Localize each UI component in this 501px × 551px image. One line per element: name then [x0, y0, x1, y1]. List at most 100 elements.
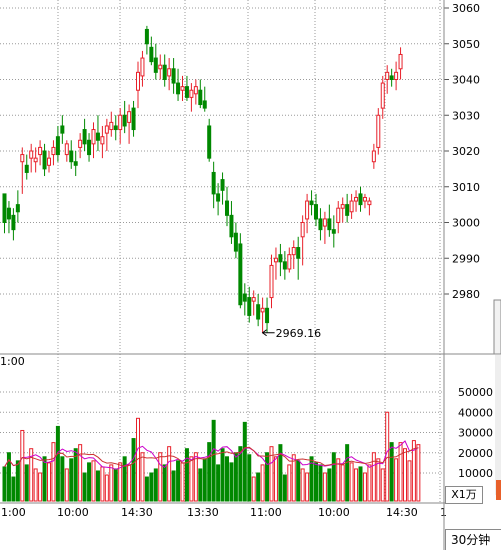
volume-bar — [153, 468, 158, 502]
volume-bar — [33, 468, 38, 502]
volume-bar — [144, 476, 149, 502]
right-side-panel — [495, 355, 501, 495]
volume-bar — [398, 442, 403, 502]
price-tick-label: 3020 — [452, 145, 480, 158]
candle — [269, 254, 274, 309]
volume-ma5-line — [4, 440, 419, 470]
volume-bar — [91, 460, 96, 502]
price-tick-label: 3010 — [452, 181, 480, 194]
candle — [331, 215, 336, 248]
candle — [211, 161, 216, 209]
candle — [225, 186, 229, 227]
volume-bar — [385, 411, 390, 502]
side-accent — [496, 480, 501, 500]
candle — [189, 83, 194, 112]
volume-bar — [331, 452, 336, 502]
candle — [109, 111, 114, 137]
price-tick-label: 2980 — [452, 288, 480, 301]
candle — [380, 75, 385, 119]
volume-bar — [162, 464, 167, 502]
timeframe-button[interactable]: 30分钟 — [445, 529, 501, 550]
candle — [140, 50, 145, 87]
candle — [24, 154, 29, 180]
volume-bar — [38, 472, 43, 502]
volume-bar — [69, 458, 74, 502]
volume-bar — [287, 464, 292, 502]
candle — [162, 54, 167, 87]
volume-bar — [6, 452, 11, 502]
volume-bar — [15, 460, 20, 502]
volume-tick-label: 10000 — [458, 467, 493, 480]
volume-bar — [176, 460, 181, 502]
candle — [78, 133, 83, 159]
candle — [305, 193, 310, 234]
time-axis-label: 13:30 — [187, 506, 219, 519]
candle — [322, 211, 327, 244]
volume-unit-label: X1万 — [445, 486, 483, 504]
price-tick-label: 3040 — [452, 74, 480, 87]
candle — [47, 151, 51, 173]
candle — [91, 122, 96, 159]
candle — [136, 61, 140, 109]
volume-bar — [158, 452, 163, 502]
right-scrollbar[interactable] — [493, 299, 501, 355]
candle — [176, 68, 181, 101]
volume-tick-label: 20000 — [458, 447, 493, 460]
candle — [216, 183, 221, 216]
candle — [287, 247, 292, 273]
volume-bar — [180, 462, 185, 502]
volume-bar — [131, 438, 136, 502]
volume-bar — [229, 462, 234, 502]
volume-bar — [60, 456, 65, 502]
candle — [367, 197, 372, 216]
volume-bar — [184, 448, 189, 502]
low-price-label: 2969.16 — [276, 327, 322, 340]
candle — [184, 75, 189, 101]
candle — [60, 115, 65, 144]
volume-bar — [291, 454, 296, 502]
volume-bar — [11, 476, 16, 502]
volume-bar — [55, 425, 60, 502]
candle — [345, 193, 350, 223]
candle — [33, 147, 38, 173]
volume-bar — [278, 444, 283, 502]
volume-bar — [358, 466, 363, 502]
volume-bar — [247, 454, 252, 502]
volume-ma10-line — [4, 446, 419, 468]
volume-bar — [238, 446, 243, 502]
volume-bar — [87, 462, 92, 502]
volume-tick-label: 40000 — [458, 406, 493, 419]
volume-bar — [104, 474, 109, 502]
candle — [296, 236, 301, 280]
candle — [153, 43, 158, 80]
volume-bar — [202, 458, 207, 502]
candle — [20, 147, 25, 194]
candle — [318, 208, 323, 241]
time-axis-label: 14:30 — [121, 506, 153, 519]
candle — [354, 190, 359, 212]
volume-bar — [109, 464, 114, 502]
candle — [122, 100, 127, 134]
volume-bar — [100, 466, 105, 502]
volume-bar — [260, 464, 265, 502]
candle — [358, 186, 363, 212]
volume-bar — [394, 458, 399, 502]
volume-bar — [73, 448, 78, 502]
candle — [278, 243, 283, 277]
volume-bar — [322, 472, 327, 502]
candle — [389, 68, 394, 87]
candle — [238, 233, 243, 309]
volume-bar — [376, 458, 381, 502]
time-axis-label: 11:00 — [0, 506, 26, 519]
volume-bar — [242, 421, 247, 502]
volume-bar — [309, 456, 314, 502]
volume-bar — [95, 470, 100, 502]
volume-bar — [2, 466, 7, 502]
volume-bar — [362, 472, 367, 502]
candle — [38, 140, 43, 166]
candle — [69, 140, 74, 169]
volume-bar — [207, 442, 212, 502]
volume-bar — [407, 460, 412, 502]
volume-bar — [113, 468, 118, 502]
candle — [362, 193, 367, 209]
